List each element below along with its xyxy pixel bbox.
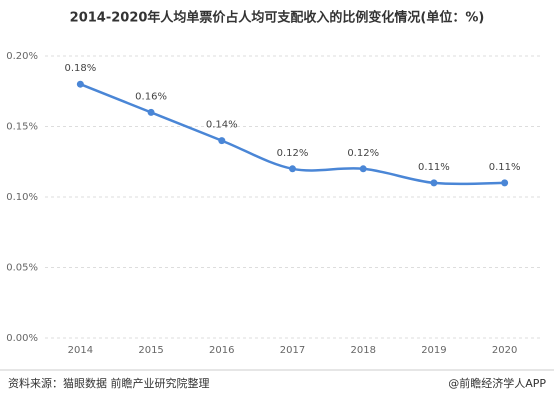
- y-tick-label: 0.15%: [6, 122, 38, 133]
- x-tick-label: 2018: [350, 345, 375, 356]
- x-tick-label: 2020: [492, 345, 517, 356]
- data-point: [289, 165, 296, 173]
- x-tick-label: 2016: [209, 345, 234, 356]
- value-label: 0.11%: [489, 162, 521, 173]
- value-label: 0.12%: [347, 148, 379, 159]
- x-tick-label: 2014: [68, 345, 93, 356]
- x-tick-label: 2019: [421, 345, 446, 356]
- data-point: [218, 137, 226, 145]
- y-tick-label: 0.10%: [6, 192, 38, 203]
- y-tick-label: 0.20%: [6, 51, 38, 62]
- data-point: [430, 179, 438, 187]
- data-point: [147, 108, 155, 116]
- chart-title: 2014-2020年人均单票价占人均可支配收入的比例变化情况(单位：%): [70, 10, 485, 26]
- y-tick-label: 0.05%: [6, 263, 38, 274]
- data-point: [359, 165, 367, 173]
- x-tick-label: 2015: [138, 345, 163, 356]
- x-tick-label: 2017: [280, 345, 305, 356]
- source: 资料来源：猫眼数据 前瞻产业研究院整理: [8, 376, 210, 390]
- value-label: 0.11%: [418, 162, 450, 173]
- data-point: [76, 80, 84, 88]
- data-point: [501, 179, 509, 187]
- credit: @前瞻经济学人APP: [448, 376, 546, 390]
- value-label: 0.14%: [206, 120, 238, 131]
- value-label: 0.16%: [135, 91, 167, 102]
- value-label: 0.12%: [277, 148, 309, 159]
- y-tick-label: 0.00%: [6, 333, 38, 344]
- value-label: 0.18%: [64, 63, 96, 74]
